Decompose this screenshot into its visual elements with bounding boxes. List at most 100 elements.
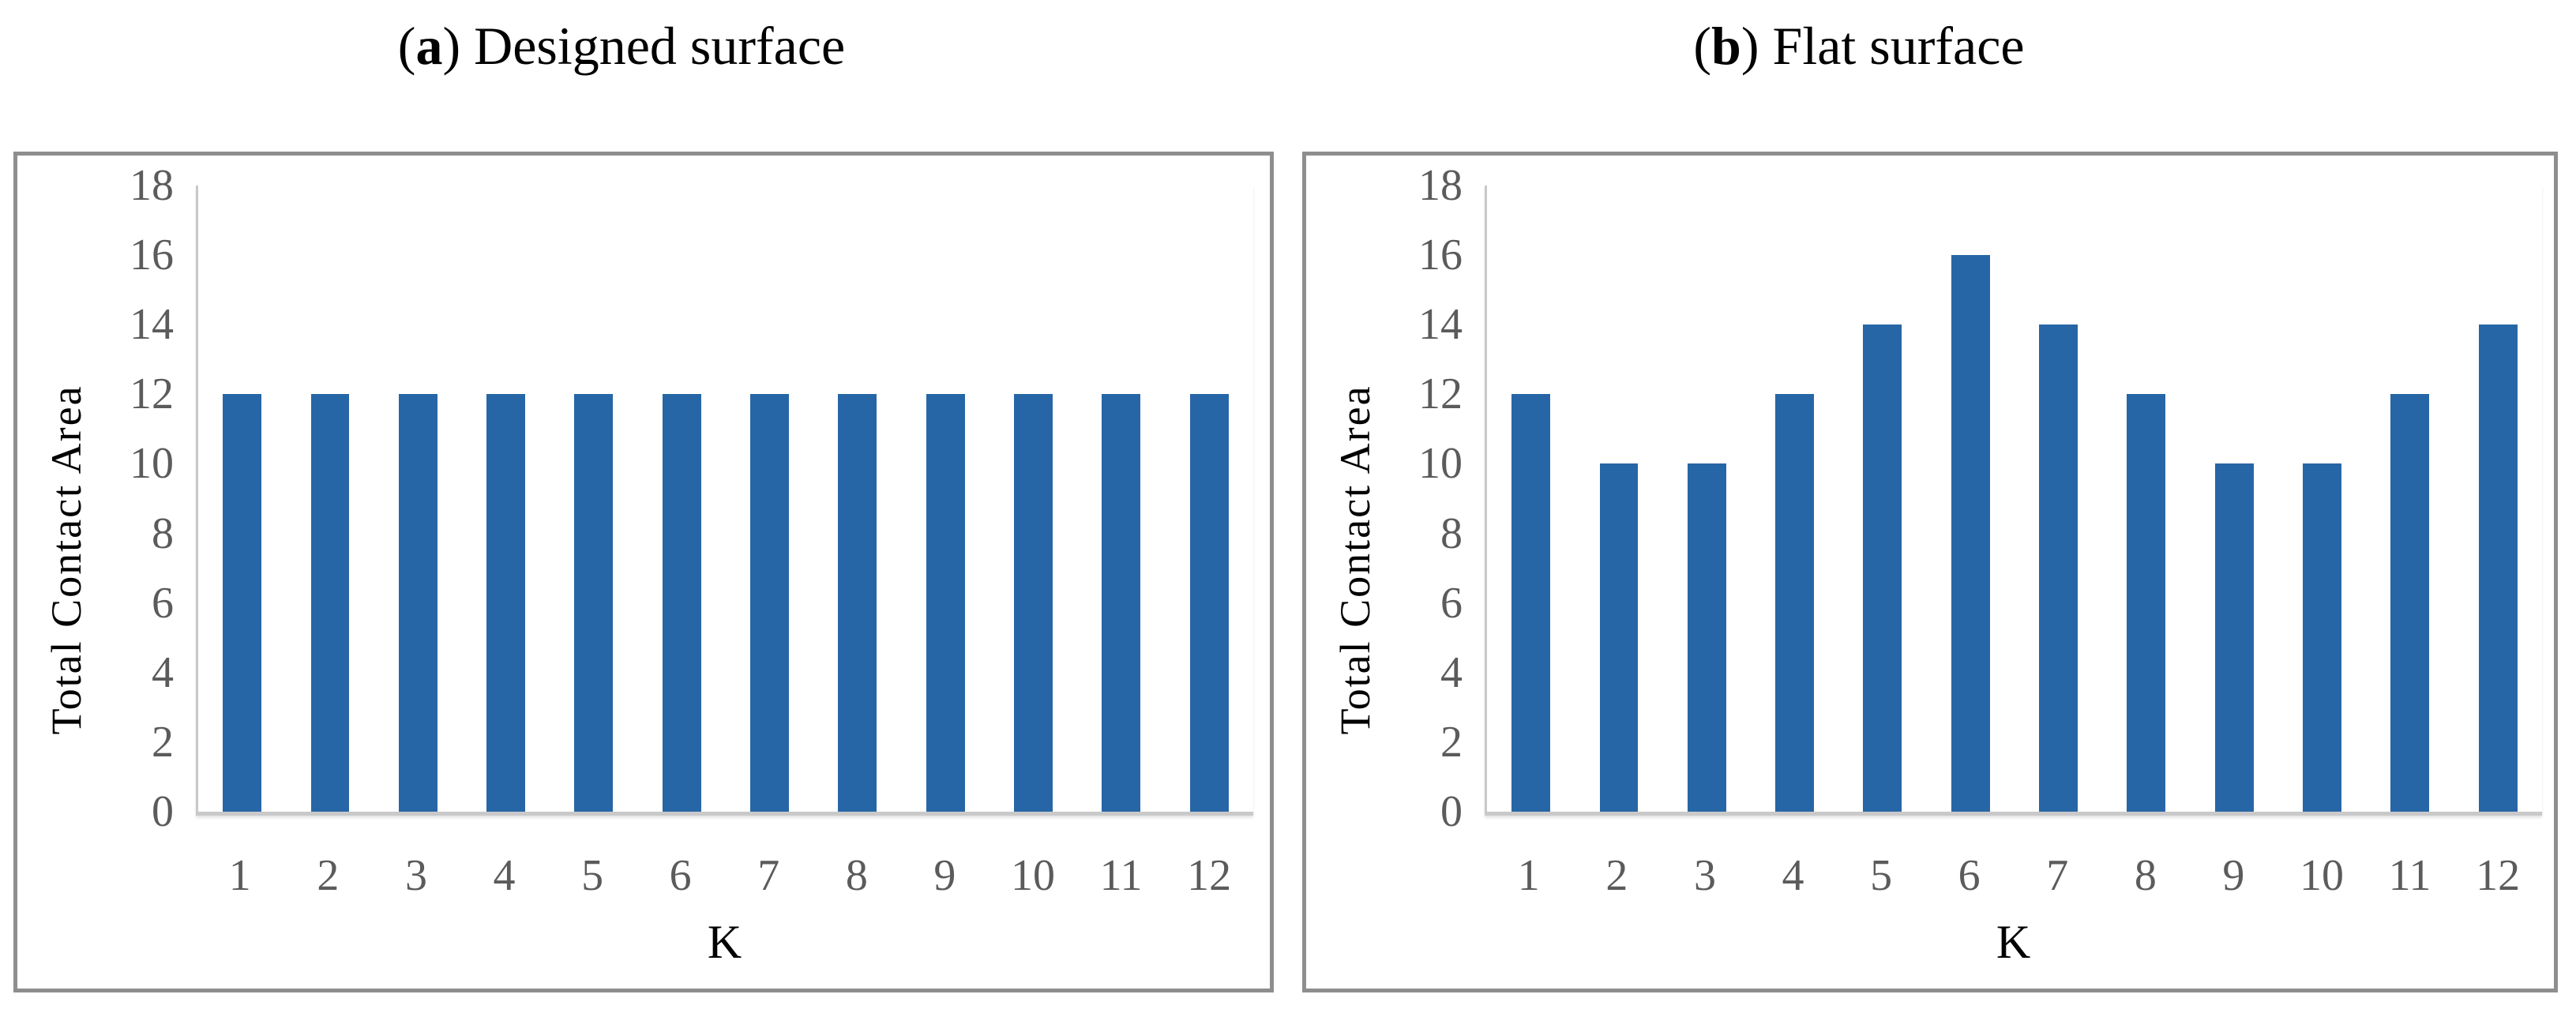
x-tick-label: 11 [2388,851,2431,900]
bar-slot [726,186,813,812]
x-tick-label: 6 [669,851,692,900]
bar-slot [198,186,286,812]
bar-k8 [2127,394,2166,812]
bar-slot [1838,186,1926,812]
bar-k7 [2039,325,2078,812]
y-tick-label: 6 [152,578,174,628]
x-tick-label: 2 [1605,851,1628,900]
y-tick-label: 2 [152,717,174,767]
plot-area [1485,186,2542,816]
bar-slot [1751,186,1838,812]
y-tick-label: 10 [130,439,174,489]
bar-k4 [1775,394,1815,812]
y-tick-label: 8 [1440,508,1463,558]
bar-slot [1487,186,1575,812]
x-axis-ticks: 1 2 3 4 5 6 7 8 9 10 11 12 [1485,850,2542,901]
panel-b-title-rest: ) Flat surface [1740,15,2025,76]
x-axis-title: K [1996,916,2031,968]
y-tick-label: 14 [130,300,174,350]
bar-k12 [1189,394,1229,812]
x-tick-label: 6 [1958,851,1981,900]
bar-slot [2454,186,2542,812]
bar-slot [2191,186,2278,812]
bar-k3 [1687,463,1726,812]
y-tick-label: 18 [130,161,174,210]
bar-slot [1927,186,2015,812]
bar-slot [638,186,726,812]
bar-slot [462,186,550,812]
x-tick-label: 8 [2134,851,2157,900]
y-tick-label: 0 [152,787,174,836]
x-tick-label: 9 [933,851,956,900]
bar-k6 [1951,255,1990,812]
y-axis-ticks: 18 16 14 12 10 8 6 4 2 0 [1306,163,1463,834]
y-tick-label: 18 [1418,161,1463,210]
bar-slot [550,186,637,812]
panel-b-title: (b) Flat surface [1231,6,2487,85]
bar-k2 [310,394,350,812]
bar-slot [1077,186,1165,812]
x-tick-label: 4 [1782,851,1804,900]
x-tick-label: 7 [757,851,780,900]
x-tick-label: 2 [317,851,340,900]
bar-k9 [926,394,965,812]
x-axis-ticks: 1 2 3 4 5 6 7 8 9 10 11 12 [196,850,1253,901]
bar-slot [286,186,374,812]
bar-k5 [1863,325,1902,812]
plot-area [196,186,1253,816]
bar-k8 [838,394,877,812]
x-tick-label: 5 [1870,851,1893,900]
bar-k2 [1599,463,1639,812]
y-axis-ticks: 18 16 14 12 10 8 6 4 2 0 [17,163,174,834]
bar-slot [374,186,462,812]
x-tick-label: 1 [228,851,251,900]
panel-b-title-open: ( [1693,15,1712,76]
x-tick-label: 1 [1517,851,1540,900]
y-tick-label: 16 [130,231,174,280]
x-tick-label: 10 [1010,851,1055,900]
bar-slot [902,186,989,812]
y-tick-label: 8 [152,508,174,558]
bar-k7 [750,394,790,812]
y-tick-label: 14 [1418,300,1463,350]
y-tick-label: 0 [1440,787,1463,836]
bar-slot [2366,186,2454,812]
panel-b-title-letter: b [1711,15,1741,76]
bar-slot [2278,186,2366,812]
bar-k4 [486,394,526,812]
bar-k5 [574,394,614,812]
bar-slot [989,186,1077,812]
bars [1487,186,2542,812]
y-tick-label: 4 [1440,647,1463,697]
bar-k1 [1511,394,1551,812]
panel-a-title-letter: a [415,15,443,76]
bars [198,186,1253,812]
y-tick-label: 16 [1418,231,1463,280]
x-tick-label: 12 [2476,851,2521,900]
x-tick-label: 3 [1693,851,1716,900]
panel-a-title-open: ( [397,15,416,76]
bar-slot [1166,186,1253,812]
bar-slot [2102,186,2190,812]
bar-k1 [223,394,262,812]
x-tick-label: 9 [2222,851,2245,900]
x-tick-label: 3 [404,851,427,900]
bar-slot [1575,186,1662,812]
y-tick-label: 12 [130,370,174,419]
y-tick-label: 10 [1418,439,1463,489]
bar-k10 [2303,463,2342,812]
bar-k10 [1014,394,1053,812]
y-tick-label: 12 [1418,370,1463,419]
bar-k11 [1102,394,1141,812]
panel-a-title: (a) Designed surface [0,6,1252,85]
x-tick-label: 10 [2299,851,2344,900]
y-tick-label: 6 [1440,578,1463,628]
bar-k6 [662,394,701,812]
x-tick-label: 5 [581,851,604,900]
x-axis-title: K [707,916,742,968]
x-tick-label: 11 [1099,851,1143,900]
bar-k11 [2390,394,2430,812]
